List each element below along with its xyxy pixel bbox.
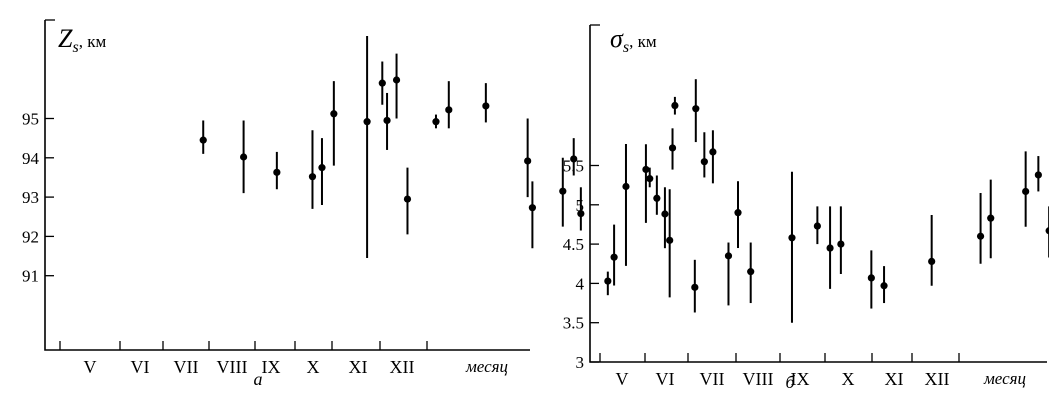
data-point [330, 110, 338, 118]
data-point [240, 153, 248, 161]
data-point [432, 118, 440, 126]
x-month-label: IX [791, 369, 810, 389]
data-point [318, 164, 326, 172]
data-point [666, 236, 674, 244]
data-point [604, 277, 612, 285]
data-point [559, 187, 567, 195]
data-point [482, 102, 490, 110]
axis-title-unit: , км [629, 32, 657, 51]
data-point [976, 232, 985, 240]
y-tick-label: 92 [22, 227, 39, 246]
data-point [734, 209, 742, 217]
x-month-label: V [616, 369, 629, 389]
y-tick-label: 3 [576, 353, 585, 372]
data-point [1022, 187, 1030, 196]
x-month-label: XII [925, 369, 950, 389]
data-point [880, 282, 888, 290]
data-point [308, 173, 317, 181]
data-point [273, 168, 281, 176]
data-point [610, 253, 618, 261]
y-tick-label: 4.5 [563, 235, 584, 254]
x-month-label: X [842, 369, 855, 389]
data-point [692, 105, 700, 113]
axis-lines [44, 20, 530, 351]
x-month-label: XI [885, 369, 904, 389]
data-point [700, 158, 708, 166]
data-point [528, 204, 537, 212]
data-point [199, 136, 207, 144]
data-point [570, 155, 578, 163]
data-point [653, 194, 661, 202]
y-tick-label: 3.5 [563, 314, 584, 333]
data-point [642, 165, 650, 174]
data-point [622, 182, 630, 191]
data-point [1034, 171, 1042, 179]
data-point [363, 118, 371, 126]
x-month-label: VI [131, 357, 150, 377]
y-tick-label: 93 [22, 188, 39, 207]
data-point [646, 175, 654, 183]
y-tick-label: 4 [576, 274, 585, 293]
axis-title-symbol: Z [58, 24, 73, 53]
axis-title-subscript: s [72, 39, 78, 56]
data-point [661, 210, 669, 218]
data-point [577, 210, 585, 218]
panel-b: 3 3.5 4 4.5 5 5.5 V VI VII VIII IX X XI XII месяц б σs, … [563, 24, 1049, 392]
x-month-label: VIII [217, 357, 248, 377]
data-point [813, 222, 821, 230]
data-point [668, 144, 677, 152]
x-month-label: V [84, 357, 97, 377]
axis-title: Zs, км [58, 24, 106, 56]
x-month-label: VIII [743, 369, 774, 389]
panel-label: а [254, 369, 263, 389]
data-point [928, 257, 936, 265]
y-tick-label: 5.5 [563, 157, 584, 176]
x-axis-end-label: месяц [465, 357, 508, 376]
data-point [1045, 227, 1049, 235]
x-month-label: XII [390, 357, 415, 377]
data-point [826, 244, 834, 252]
data-point [671, 101, 679, 110]
data-point [392, 76, 401, 84]
panel-label: б [785, 372, 795, 392]
x-month-label: IX [262, 357, 281, 377]
x-month-label: VI [656, 369, 675, 389]
data-point [724, 252, 733, 260]
axis-title-subscript: s [623, 39, 629, 56]
data-point [383, 116, 391, 125]
data-point [445, 106, 453, 114]
x-month-label: VII [174, 357, 199, 377]
data-point [788, 234, 796, 242]
x-month-label: XI [349, 357, 368, 377]
data-point [837, 240, 845, 248]
x-axis-end-label: месяц [983, 369, 1026, 388]
data-point [403, 195, 412, 203]
x-month-label: X [307, 357, 320, 377]
data-point [747, 268, 755, 276]
y-tick-label: 91 [22, 267, 39, 286]
axis-lines [589, 25, 1047, 363]
data-point [987, 214, 995, 222]
y-tick-label: 5 [576, 196, 585, 215]
data-point [867, 274, 875, 282]
data-point [524, 157, 532, 165]
axis-title: σs, км [610, 24, 657, 56]
x-month-label: VII [700, 369, 725, 389]
y-tick-label: 95 [22, 110, 39, 129]
data-point [709, 148, 717, 156]
y-tick-label: 94 [22, 149, 40, 168]
axis-title-unit: , км [79, 32, 107, 51]
data-point [378, 79, 386, 87]
axis-title-symbol: σ [610, 24, 624, 53]
data-point [691, 283, 699, 291]
